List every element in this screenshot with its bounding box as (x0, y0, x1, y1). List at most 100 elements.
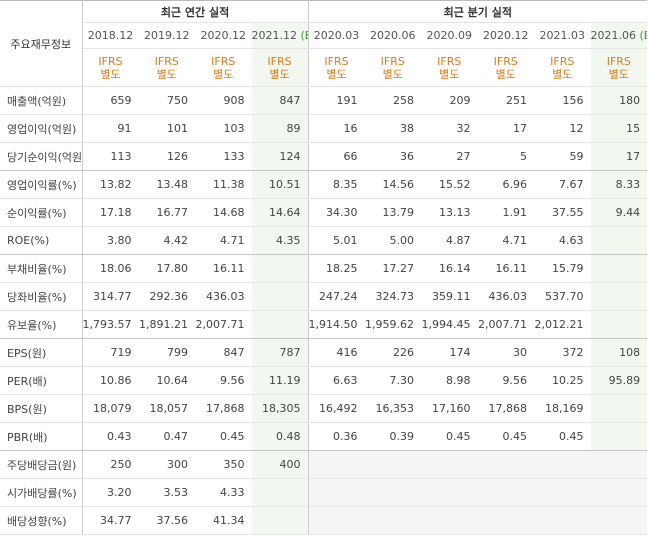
value-cell: 0.43 (82, 422, 139, 451)
value-cell: 750 (138, 86, 195, 115)
row-label: PER(배) (0, 366, 83, 395)
value-cell: 18,057 (138, 394, 195, 423)
value-cell: 12 (534, 114, 591, 143)
period-label: 2021.03 (539, 29, 586, 42)
period-label: 2019.12 (144, 29, 190, 42)
value-cell: 1,994.45 (421, 310, 478, 339)
value-cell (421, 506, 478, 535)
standard-text: 별도 (326, 67, 347, 81)
value-cell: 41.34 (195, 506, 252, 535)
value-cell: 0.45 (534, 422, 591, 451)
standard-text: IFRS (606, 54, 631, 68)
value-cell: 247.24 (308, 282, 365, 311)
period-cell: 2020.12 (477, 22, 535, 49)
period-cell: 2020.03 (308, 22, 365, 49)
header-row: 주요재무정보 최근 연간 실적 최근 분기 실적 (0, 0, 648, 87)
data-row: 순이익률(%) 17.18 16.77 14.68 14.64 34.30 13.79 13.… (0, 198, 648, 227)
standard-text: 별도 (439, 67, 460, 81)
value-cell: 1,914.50 (308, 310, 365, 339)
value-cell: 37.55 (534, 198, 591, 227)
value-cell (590, 226, 648, 255)
period-label: 2020.12 (200, 29, 247, 42)
standard-row: IFRS 별도 IFRS 별도 IFRS 별도 IFRS 별도 IFRS 별도 IFRS 별도 IFRS… (0, 48, 648, 87)
data-row: BPS(원) 18,079 18,057 17,868 18,305 16,492 16,3… (0, 394, 648, 423)
value-cell: 258 (364, 86, 422, 115)
value-cell: 6.63 (308, 366, 365, 395)
value-cell: 9.56 (195, 366, 252, 395)
data-row: 매출액(억원) 659 750 908 847 191 258 209 251 156 180 (0, 86, 648, 115)
period-label: 2020.09 (426, 29, 473, 42)
value-cell (364, 450, 422, 479)
period-cell: 2020.09 (421, 22, 478, 49)
value-cell: 4.35 (251, 226, 309, 255)
standard-text: IFRS (98, 54, 123, 68)
value-cell: 14.68 (195, 198, 252, 227)
value-cell (251, 254, 309, 283)
period-label: 2021.06 (590, 29, 637, 42)
value-cell: 17.27 (364, 254, 422, 283)
period-cell: 2021.06 (E) (590, 22, 648, 49)
standard-text: IFRS (380, 54, 405, 68)
value-cell (590, 394, 648, 423)
row-label: BPS(원) (0, 394, 83, 423)
standard-cell: IFRS 별도 (138, 48, 195, 87)
value-cell (364, 506, 422, 535)
data-row: 부채비율(%) 18.06 17.80 16.11 18.25 17.27 16.14 16.… (0, 254, 648, 283)
value-cell: 436.03 (477, 282, 535, 311)
value-cell: 108 (590, 338, 648, 367)
value-cell: 0.36 (308, 422, 365, 451)
value-cell: 14.64 (251, 198, 309, 227)
value-cell: 324.73 (364, 282, 422, 311)
period-label: 2018.12 (87, 29, 134, 42)
standard-text: 별도 (213, 67, 234, 81)
value-cell (590, 450, 648, 479)
row-label: 배당성향(%) (0, 506, 83, 535)
value-cell: 13.13 (421, 198, 478, 227)
row-label: 부채비율(%) (0, 254, 83, 283)
value-cell: 300 (138, 450, 195, 479)
value-cell: 400 (251, 450, 309, 479)
value-cell: 9.44 (590, 198, 648, 227)
value-cell (534, 506, 591, 535)
value-cell: 2,007.71 (195, 310, 252, 339)
value-cell: 359.11 (421, 282, 478, 311)
value-cell: 1,793.57 (82, 310, 139, 339)
value-cell: 91 (82, 114, 139, 143)
value-cell: 7.67 (534, 170, 591, 199)
value-cell: 0.47 (138, 422, 195, 451)
standard-cell: IFRS 별도 (82, 48, 139, 87)
value-cell (364, 478, 422, 507)
value-cell (421, 478, 478, 507)
value-cell: 17.80 (138, 254, 195, 283)
value-cell: 16 (308, 114, 365, 143)
value-cell: 3.20 (82, 478, 139, 507)
period-cell: 2018.12 (82, 22, 139, 49)
data-row: 배당성향(%) 34.77 37.56 41.34 (0, 506, 648, 535)
row-label: 매출액(억원) (0, 86, 83, 115)
value-cell: 719 (82, 338, 139, 367)
standard-text: 별도 (552, 67, 573, 81)
row-label: ROE(%) (0, 226, 83, 255)
value-cell: 17,868 (195, 394, 252, 423)
value-cell: 2,007.71 (477, 310, 535, 339)
value-cell: 15.52 (421, 170, 478, 199)
value-cell: 0.45 (195, 422, 252, 451)
value-cell: 847 (251, 86, 309, 115)
value-cell: 908 (195, 86, 252, 115)
group-header: 최근 연간 실적 (82, 0, 309, 23)
value-cell: 191 (308, 86, 365, 115)
value-cell: 0.48 (251, 422, 309, 451)
standard-text: IFRS (324, 54, 349, 68)
data-row: 주당배당금(원) 250 300 350 400 (0, 450, 648, 479)
value-cell: 10.51 (251, 170, 309, 199)
value-cell: 17 (590, 142, 648, 171)
value-cell: 37.56 (138, 506, 195, 535)
standard-text: 별도 (382, 67, 403, 81)
value-cell: 372 (534, 338, 591, 367)
value-cell (590, 282, 648, 311)
period-cell: 2020.12 (195, 22, 252, 49)
value-cell: 16.11 (477, 254, 535, 283)
value-cell: 5.00 (364, 226, 422, 255)
value-cell: 113 (82, 142, 139, 171)
